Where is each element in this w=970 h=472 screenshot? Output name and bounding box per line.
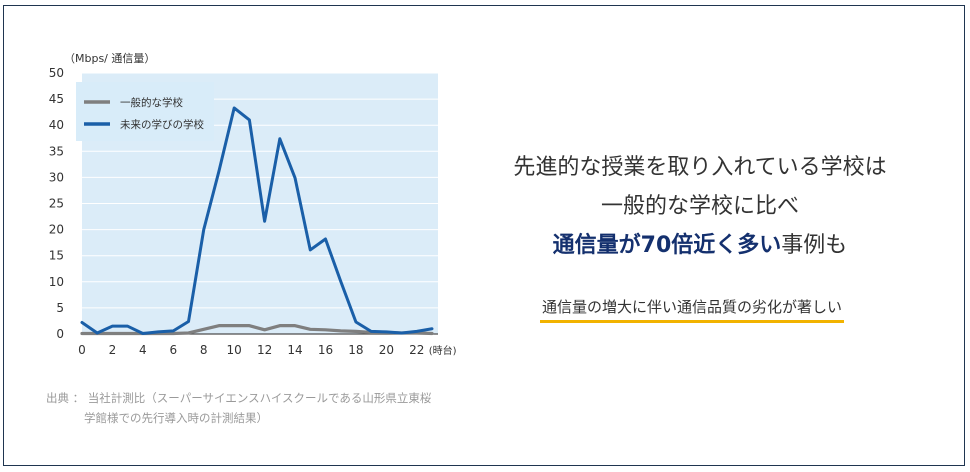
headline-emphasis: 通信量が70倍近く多い [552, 233, 782, 258]
series-line-2 [80, 106, 434, 335]
y-tick-label: 5 [56, 301, 64, 315]
y-tick-label: 40 [49, 118, 64, 132]
y-tick-label: 15 [49, 249, 64, 263]
y-tick-label: 35 [49, 144, 64, 158]
series-lines [80, 106, 434, 336]
legend-label-2: 未来の学びの学校 [120, 118, 204, 131]
x-tick-label: 14 [287, 343, 302, 357]
headline-line-1: 先進的な授業を取り入れている学校は [513, 155, 887, 180]
x-tick-label: 12 [257, 343, 272, 357]
x-tick-label: 20 [379, 343, 394, 357]
y-tick-labels: 0 5 10 15 20 25 30 35 40 45 50 [49, 66, 64, 341]
x-tick-label: 6 [169, 343, 177, 357]
x-tick-label: 10 [227, 343, 242, 357]
y-tick-label: 30 [49, 170, 64, 184]
legend-box [76, 82, 214, 141]
y-tick-label: 0 [56, 327, 64, 341]
y-axis-unit-label: （Mbps/ 通信量） [64, 52, 156, 65]
headline-line-2: 一般的な学校に比べ [600, 194, 799, 219]
y-tick-label: 45 [49, 92, 64, 106]
y-tick-label: 25 [49, 197, 64, 211]
x-axis-unit-label: (時台) [429, 344, 457, 357]
x-tick-label: 2 [109, 343, 117, 357]
headline-line-3-rest: 事例も [781, 233, 848, 258]
x-tick-label: 4 [139, 343, 147, 357]
x-tick-label: 18 [348, 343, 363, 357]
x-tick-label: 16 [318, 343, 333, 357]
x-tick-labels: 0 2 4 6 8 10 12 14 16 18 20 22 [78, 343, 424, 357]
y-tick-label: 10 [49, 275, 64, 289]
source-line-2: 学館様での先行導入時の計測結果） [84, 411, 268, 425]
y-tick-label: 50 [49, 66, 64, 80]
headline-line-3: 通信量が70倍近く多い事例も [470, 226, 930, 265]
x-tick-label: 22 [409, 343, 424, 357]
subheadline: 通信量の増大に伴い通信品質の劣化が著しい [540, 296, 845, 323]
headline: 先進的な授業を取り入れている学校は 一般的な学校に比べ 通信量が70倍近く多い事… [470, 148, 930, 265]
source-note: 出典 ： 当社計測比（スーパーサイエンスハイスクールである山形県立東桜 学館様で… [46, 388, 431, 428]
y-tick-label: 20 [49, 223, 64, 237]
x-tick-label: 0 [78, 343, 86, 357]
legend-label-1: 一般的な学校 [120, 96, 183, 109]
x-tick-label: 8 [200, 343, 208, 357]
source-line-1: 出典 ： 当社計測比（スーパーサイエンスハイスクールである山形県立東桜 [46, 391, 432, 405]
